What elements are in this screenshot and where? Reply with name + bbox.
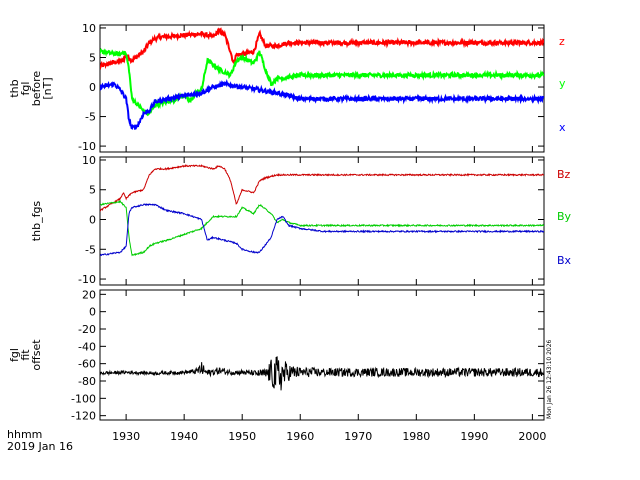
y-tick-label: -5 — [85, 243, 96, 256]
y-tick-label: -5 — [85, 111, 96, 124]
y-tick-label: -80 — [78, 375, 96, 388]
panel-frame — [99, 156, 545, 286]
y-tick-label: 10 — [82, 22, 96, 35]
panel-frame — [99, 289, 545, 421]
panel-middle: -10 -5 0 5 10 thb_fgs Bz By Bx — [30, 154, 572, 286]
series-line-bz — [100, 164, 544, 212]
y-tick-label: 5 — [89, 51, 96, 64]
y-tick-label: -20 — [78, 323, 96, 336]
x-tick-label: 1960 — [286, 430, 314, 443]
x-unit-label: hhmm — [7, 428, 42, 441]
y-tick-label: 20 — [82, 288, 96, 301]
x-tick-label: 1970 — [344, 430, 372, 443]
series-line-z — [100, 27, 544, 71]
time-axis: 1930 1940 1950 1960 1970 1980 1990 2000 — [112, 430, 546, 443]
timestamp-stamp: Mon Jan 26 12:43:10 2026 — [546, 339, 553, 419]
x-tick-label: 1940 — [170, 430, 198, 443]
series-line-x — [100, 78, 544, 130]
y-tick-label: -40 — [78, 340, 96, 353]
y-axis-label-line: before — [30, 71, 43, 107]
y-axis-label-line: thb_fgs — [30, 201, 43, 242]
y-tick-label: -60 — [78, 358, 96, 371]
legend-label-x: x — [559, 121, 566, 134]
y-axis-label-line: fit — [19, 349, 32, 361]
series-line-by — [100, 199, 544, 257]
legend-label-bx: Bx — [557, 254, 572, 267]
x-tick-label: 1980 — [402, 430, 430, 443]
y-tick-label: -120 — [71, 410, 96, 423]
series-line-offset — [100, 356, 544, 391]
legend-label-by: By — [557, 210, 572, 223]
y-tick-label: 0 — [89, 214, 96, 227]
legend-label-z: z — [559, 35, 565, 48]
y-axis-label-line: thb — [8, 79, 21, 97]
y-tick-label: -100 — [71, 392, 96, 405]
y-axis-label-line: offset — [30, 339, 43, 371]
legend-label-bz: Bz — [557, 168, 571, 181]
x-tick-label: 1990 — [460, 430, 488, 443]
x-tick-label: 1950 — [228, 430, 256, 443]
y-tick-label: 10 — [82, 154, 96, 167]
x-tick-label: 1930 — [112, 430, 140, 443]
y-tick-label: -10 — [78, 273, 96, 286]
y-tick-label: -10 — [78, 140, 96, 153]
y-tick-label: 0 — [89, 81, 96, 94]
x-date-label: 2019 Jan 16 — [7, 440, 73, 453]
y-axis-label-line: [nT] — [41, 77, 54, 99]
chart-panels: -10-50510thbfglbefore[nT]zyx-10-50510thb… — [8, 22, 572, 423]
legend-label-y: y — [559, 77, 566, 90]
series-line-bx — [100, 203, 544, 257]
y-tick-label: 5 — [89, 184, 96, 197]
y-tick-label: 0 — [89, 306, 96, 319]
x-tick-label: 2000 — [518, 430, 546, 443]
y-axis-label-line: fgl — [19, 82, 32, 96]
y-axis-label-line: fgl — [8, 348, 21, 362]
